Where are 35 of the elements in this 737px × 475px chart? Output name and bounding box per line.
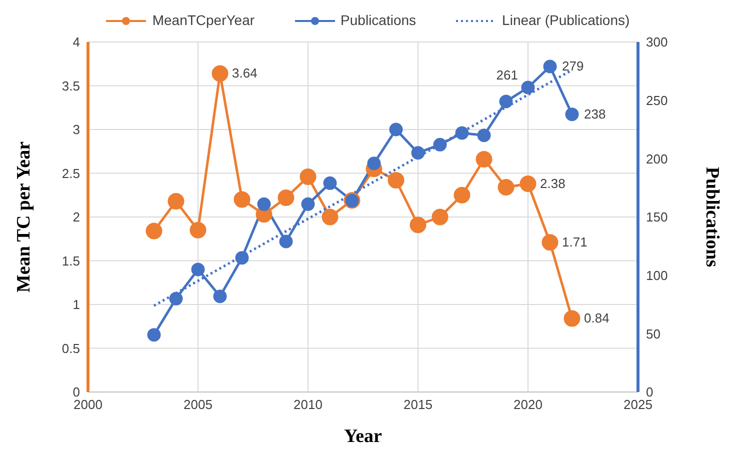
y2-tick-label: 150 [646,210,668,225]
y2-tick-label: 200 [646,151,668,166]
data-label: 261 [496,68,518,82]
y-tick-label: 3 [72,122,80,138]
y2-tick-label: 100 [646,268,668,283]
y2-tick-label: 250 [646,92,668,108]
y-tick-label: 0 [72,384,80,400]
data-label: 1.71 [562,234,588,250]
y2-tick-label: 50 [646,326,660,342]
y-tick-label: 1.5 [62,253,80,268]
data-label: 0.84 [584,310,610,326]
y-tick-label: 1 [72,297,80,312]
legend-label: Publications [340,12,416,28]
legend-label: Linear (Publications) [501,12,630,28]
x-tick-label: 2025 [624,397,652,412]
y2-tick-label: 300 [646,34,668,50]
x-tick-label: 2010 [294,397,322,412]
x-tick-label: 2015 [404,397,432,412]
y-tick-label: 3.5 [62,78,80,94]
x-axis-title: Year [344,426,383,447]
y-tick-label: 4 [72,34,80,50]
y-tick-label: 0.5 [62,340,80,356]
y2-tick-label: 0 [646,384,654,400]
x-tick-label: 2020 [514,397,542,412]
x-tick-label: 2000 [74,397,102,412]
x-tick-label: 2005 [184,397,212,412]
y-axis-title: Mean TC per Year [14,140,35,293]
y-tick-label: 2 [72,210,80,225]
data-label: 3.64 [232,66,258,80]
data-label: 279 [562,58,584,74]
legend-label: MeanTCperYear [151,12,255,28]
y2-axis-title: Publications [701,166,722,268]
y-tick-label: 2.5 [62,166,80,181]
data-label: 2.38 [540,176,566,191]
data-label: 238 [584,106,606,122]
